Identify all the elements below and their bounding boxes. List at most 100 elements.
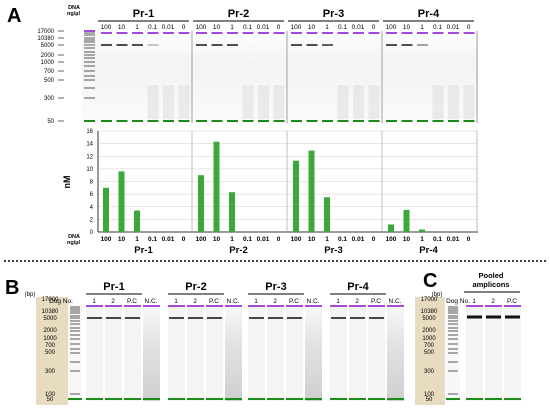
sample-lane	[466, 306, 483, 401]
unit-label: (bp)	[432, 292, 443, 298]
ladder-tick-label: 500	[45, 350, 56, 356]
x-tick-label: 1	[135, 236, 139, 243]
x-tick-label: 10	[308, 236, 316, 243]
y-axis-label: nM	[62, 176, 72, 189]
ladder-tick-background	[415, 297, 445, 405]
lane-label: 0.1	[148, 24, 157, 31]
lane-label: 1	[174, 298, 178, 305]
sample-lane	[485, 306, 502, 401]
panel-letter-b: B	[5, 277, 19, 299]
lane-label: 0.1	[338, 24, 347, 31]
smear	[258, 85, 269, 119]
panel-letter-a: A	[7, 5, 21, 27]
ladder-lane-label: Dog No.	[446, 298, 470, 305]
x-tick-label: 0.1	[243, 236, 252, 243]
bar-pr-1-100	[103, 187, 109, 232]
ladder-tick-label: 1000	[41, 60, 55, 66]
lane-label: 2	[491, 298, 495, 305]
x-tick-label: 0.1	[338, 236, 347, 243]
smear	[448, 85, 459, 119]
panel-letter-c: C	[423, 270, 437, 292]
ladder-tick-label: 5000	[41, 43, 55, 49]
sample-lane	[168, 306, 185, 401]
lane-label: 100	[101, 24, 112, 31]
lane-label: 2	[193, 298, 197, 305]
sample-lane	[368, 306, 385, 401]
lane-label: 2	[273, 298, 277, 305]
series-label-pr-4: Pr-4	[419, 245, 438, 256]
ladder-tick-label: 5000	[422, 316, 436, 322]
lane-label: 0.01	[352, 24, 365, 31]
lane-label: 10	[213, 24, 221, 31]
ladder-tick-label: 700	[44, 69, 55, 75]
smear	[368, 85, 380, 119]
lane-label: 1	[325, 24, 329, 31]
lane-label: 10	[118, 24, 126, 31]
lane-label: 0.01	[257, 24, 270, 31]
lane-label: 10	[403, 24, 411, 31]
group-label-pr-2: Pr-2	[228, 8, 249, 20]
ladder-tick-label: 100	[424, 392, 435, 398]
negative-control-lane	[387, 306, 404, 401]
lane-label: 1	[336, 298, 340, 305]
sample-lane	[124, 306, 141, 401]
x-tick-label: 100	[101, 236, 112, 243]
lane-label: 0	[372, 24, 376, 31]
x-tick-label: 1	[230, 236, 234, 243]
lane-label: 2	[111, 298, 115, 305]
lane-label: 1	[92, 298, 96, 305]
amplicons-title: amplicons	[472, 280, 509, 289]
dna-label-bottom: DNA	[68, 234, 80, 240]
lane-label: 0	[182, 24, 186, 31]
lane-label: 10	[308, 24, 316, 31]
group-label-pr-4: Pr-4	[418, 8, 440, 20]
x-tick-label: 0.1	[148, 236, 157, 243]
ladder-tick-label: 700	[424, 343, 435, 349]
lane-label: 1	[472, 298, 476, 305]
negative-control-lane	[305, 306, 322, 401]
bar-pr-3-1	[324, 197, 330, 232]
x-tick-label: 0	[467, 236, 471, 243]
x-tick-label: 0.01	[352, 236, 365, 243]
smear	[432, 85, 444, 119]
lane-label: 100	[291, 24, 302, 31]
ladder-tick-label: 5000	[43, 316, 57, 322]
sample-lane	[248, 306, 265, 401]
ladder-tick-label: 300	[45, 369, 56, 375]
lane-label: P.C	[127, 298, 137, 305]
ladder-tick-label: 50	[47, 119, 54, 125]
smear	[147, 85, 159, 119]
lane-label: N.C.	[145, 298, 158, 305]
y-tick-label: 4	[90, 205, 94, 211]
ladder-tick-label: 2000	[41, 53, 55, 59]
lane-label: P.C	[289, 298, 299, 305]
bar-pr-4-10	[403, 209, 410, 232]
lane-label: 0	[277, 24, 281, 31]
y-tick-label: 8	[90, 180, 94, 186]
ladder-tick-label: 50	[47, 397, 54, 403]
sample-lane	[206, 306, 223, 401]
lane-label: P.C	[371, 298, 381, 305]
bar-pr-3-100	[293, 160, 299, 232]
y-tick-label: 6	[90, 192, 94, 198]
group-label-pr-1: Pr-1	[133, 8, 154, 20]
lane-label: N.C.	[227, 298, 240, 305]
smear	[242, 85, 254, 119]
y-tick-label: 10	[86, 167, 93, 173]
lane-label: 100	[386, 24, 397, 31]
ladder-tick-label: 500	[424, 350, 435, 356]
smear	[353, 85, 364, 119]
ladder-tick-label: 50	[426, 397, 433, 403]
lane-label: 1	[254, 298, 258, 305]
lane-label: 1	[230, 24, 234, 31]
ladder-tick-label: 10380	[37, 36, 54, 42]
unit-label: (bp)	[25, 292, 36, 298]
ladder-tick-label: 2000	[422, 328, 436, 334]
sample-lane	[105, 306, 122, 401]
lane-label: 1	[135, 24, 139, 31]
ladder-tick-label: 300	[424, 369, 435, 375]
bar-pr-4-1	[419, 229, 425, 232]
ladder-tick-label: 100	[45, 392, 56, 398]
